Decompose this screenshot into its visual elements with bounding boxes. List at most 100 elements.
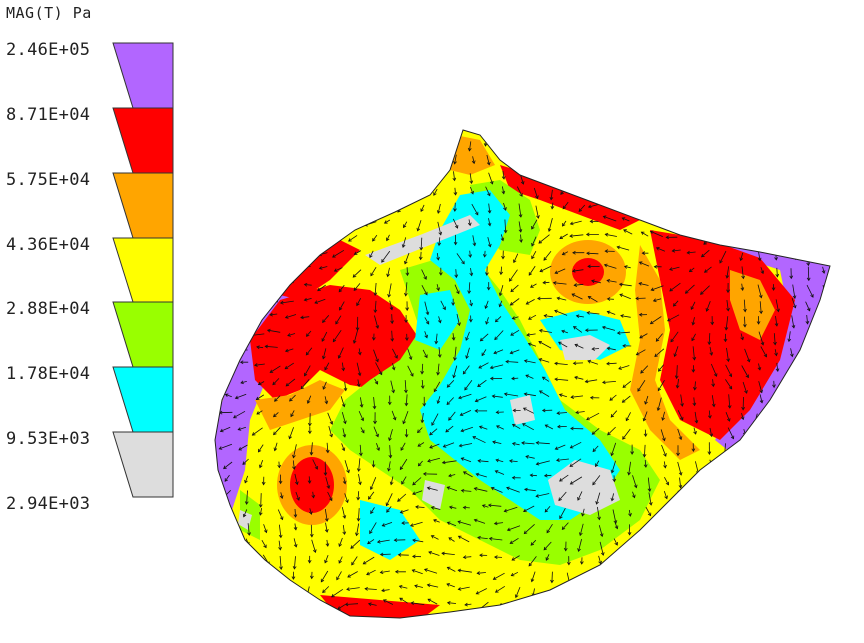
vector-arrowhead — [648, 545, 652, 550]
vector-arrow — [620, 315, 631, 318]
vector-arrow — [238, 444, 248, 451]
vector-arrowhead — [529, 473, 534, 478]
vector-arrowhead — [453, 241, 458, 246]
vector-arrowhead — [462, 370, 467, 375]
vector-arrowhead — [720, 481, 725, 486]
vector-arrow — [653, 298, 662, 302]
vector-arrow — [238, 253, 247, 255]
vector-arrow — [520, 141, 523, 153]
vector-arrow — [764, 490, 777, 493]
vector-arrowhead — [237, 427, 242, 431]
vector-arrowhead — [472, 242, 477, 247]
vector-arrowhead — [812, 368, 817, 372]
vector-arrowhead — [691, 321, 696, 326]
vector-arrow — [530, 283, 537, 288]
vector-arrowhead — [674, 375, 679, 380]
vector-arrowhead — [493, 350, 498, 355]
vector-arrow — [657, 397, 662, 411]
vector-arrow — [687, 220, 697, 225]
vector-arrowhead — [332, 254, 336, 258]
vector-arrowhead — [789, 275, 794, 280]
vector-arrow — [427, 584, 439, 588]
vector-arrow — [502, 186, 505, 194]
vector-arrow — [816, 554, 824, 558]
vector-arrow — [822, 266, 825, 274]
vector-arrowhead — [293, 526, 298, 531]
vector-arrowhead — [388, 454, 393, 459]
vector-arrow — [341, 362, 344, 371]
vector-arrowhead — [663, 563, 667, 568]
vector-arrowhead — [746, 358, 751, 363]
vector-arrow — [412, 539, 424, 543]
vector-arrow — [489, 538, 503, 541]
vector-arrow — [320, 235, 328, 238]
vector-arrowhead — [441, 460, 446, 465]
vector-arrow — [515, 586, 521, 598]
vector-arrow — [677, 461, 682, 476]
vector-arrowhead — [754, 242, 758, 247]
vector-arrow — [789, 236, 793, 244]
vector-arrow — [412, 569, 423, 575]
vector-arrow — [370, 266, 377, 276]
vector-arrowhead — [758, 294, 763, 299]
vector-arrowhead — [400, 447, 404, 451]
vector-arrow — [494, 330, 504, 340]
vector-arrowhead — [460, 488, 465, 493]
vector-arrow — [332, 329, 342, 342]
vector-arrowhead — [437, 354, 442, 358]
vector-arrowhead — [676, 564, 680, 569]
contour-orange-left-band — [255, 380, 345, 430]
vector-arrowhead — [635, 352, 640, 356]
vector-arrow — [728, 566, 743, 571]
vector-arrowhead — [204, 494, 207, 497]
vector-arrow — [525, 374, 534, 379]
vector-arrow — [211, 588, 214, 600]
vector-arrow — [619, 185, 632, 190]
vector-arrowhead — [220, 311, 225, 316]
vector-arrow — [253, 280, 264, 286]
vector-arrow — [692, 317, 695, 325]
vector-arrowhead — [753, 194, 757, 199]
vector-arrow — [562, 201, 569, 210]
vector-arrowhead — [261, 481, 266, 486]
vector-arrow — [667, 314, 680, 322]
vector-arrowhead — [777, 462, 782, 467]
vector-arrowhead — [528, 316, 532, 320]
vector-arrowhead — [550, 599, 555, 604]
vector-arrow — [622, 380, 632, 388]
vector-arrowhead — [460, 457, 465, 461]
vector-arrowhead — [436, 256, 440, 261]
vector-arrowhead — [778, 490, 783, 495]
vector-arrowhead — [303, 282, 308, 287]
vector-arrow — [285, 314, 297, 319]
vector-arrow — [561, 330, 569, 334]
vector-arrow — [338, 284, 345, 293]
vector-arrowhead — [750, 601, 755, 606]
vector-arrowhead — [735, 585, 739, 590]
vector-arrowhead — [314, 465, 319, 470]
vector-arrowhead — [815, 458, 819, 463]
vector-arrowhead — [381, 523, 386, 527]
vector-arrowhead — [610, 497, 615, 502]
vector-arrow — [774, 349, 777, 356]
vector-arrow — [331, 588, 344, 598]
vector-arrow — [271, 185, 280, 189]
vector-arrow — [766, 585, 775, 588]
vector-arrow — [343, 477, 346, 484]
vector-arrow — [816, 395, 825, 403]
vector-arrowhead — [581, 578, 585, 582]
vector-arrow — [507, 525, 521, 531]
vector-arrowhead — [293, 590, 298, 595]
vector-arrow — [809, 569, 822, 574]
vector-arrow — [736, 137, 744, 140]
vector-arrow — [516, 186, 523, 197]
vector-arrowhead — [800, 537, 805, 542]
vector-arrowhead — [376, 539, 381, 544]
vector-arrow — [223, 461, 233, 469]
vector-arrowhead — [728, 385, 733, 390]
vector-arrowhead — [771, 287, 776, 291]
vector-arrowhead — [801, 384, 806, 389]
vector-arrow — [622, 217, 630, 222]
vector-arrowhead — [665, 153, 670, 158]
vector-arrowhead — [287, 333, 291, 337]
